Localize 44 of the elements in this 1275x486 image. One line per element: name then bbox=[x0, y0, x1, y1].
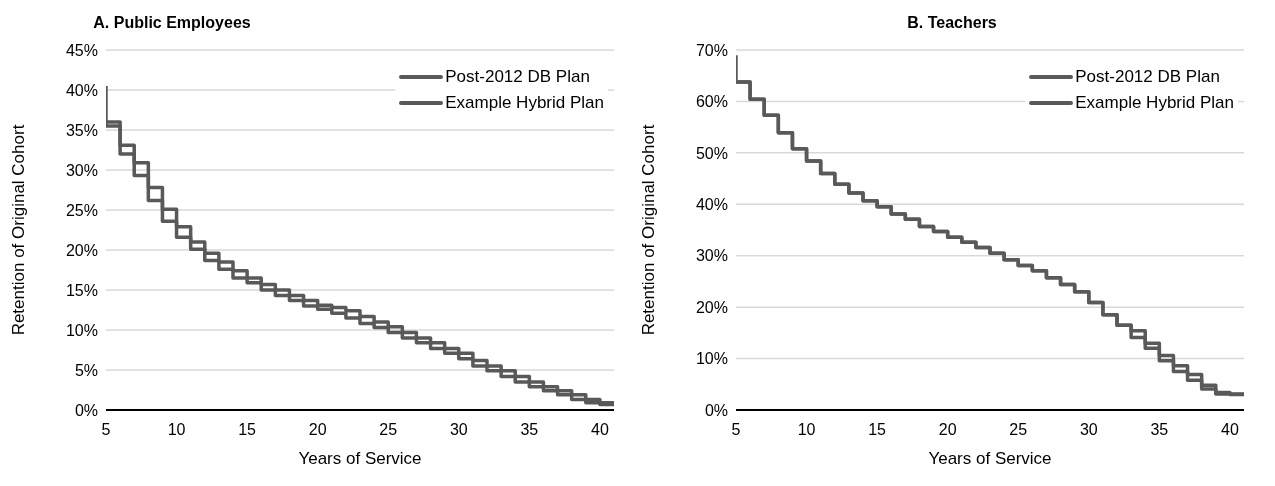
y-tick-label: 35% bbox=[65, 121, 98, 139]
x-tick-label: 25 bbox=[379, 421, 398, 439]
y-tick-label: 15% bbox=[65, 281, 98, 299]
x-tick-label: 10 bbox=[167, 421, 186, 439]
x-tick-label: 5 bbox=[731, 421, 741, 439]
y-tick-label: 30% bbox=[65, 161, 98, 179]
y-tick-label: 40% bbox=[65, 81, 98, 99]
x-tick-label: 30 bbox=[1079, 421, 1098, 439]
y-tick-label: 5% bbox=[74, 361, 98, 379]
legend-label: Post-2012 DB Plan bbox=[1075, 66, 1220, 88]
x-tick-label: 10 bbox=[797, 421, 816, 439]
y-tick-label: 25% bbox=[65, 201, 98, 219]
legend-label: Example Hybrid Plan bbox=[1075, 92, 1234, 114]
x-tick-label: 25 bbox=[1009, 421, 1028, 439]
x-tick-label: 35 bbox=[520, 421, 539, 439]
legend-label: Post-2012 DB Plan bbox=[445, 66, 590, 88]
y-tick-label: 20% bbox=[65, 241, 98, 259]
y-axis-title: Retention of Original Cohort bbox=[9, 124, 29, 336]
x-tick-label: 20 bbox=[938, 421, 957, 439]
x-tick-label: 15 bbox=[238, 421, 257, 439]
y-axis-title: Retention of Original Cohort bbox=[639, 124, 659, 336]
y-tick-label: 0% bbox=[74, 401, 98, 419]
y-tick-label: 60% bbox=[695, 93, 728, 111]
x-tick-label: 40 bbox=[1220, 421, 1239, 439]
y-tick-label: 0% bbox=[704, 401, 728, 419]
x-axis-title: Years of Service bbox=[928, 449, 1052, 468]
y-tick-label: 10% bbox=[695, 350, 728, 368]
x-tick-label: 20 bbox=[308, 421, 327, 439]
x-tick-label: 35 bbox=[1150, 421, 1169, 439]
y-tick-label: 30% bbox=[695, 247, 728, 265]
x-tick-label: 5 bbox=[101, 421, 111, 439]
y-tick-label: 50% bbox=[695, 144, 728, 162]
x-axis-title: Years of Service bbox=[298, 449, 422, 468]
y-tick-label: 10% bbox=[65, 321, 98, 339]
chart-title: A. Public Employees bbox=[92, 13, 252, 33]
y-tick-label: 20% bbox=[695, 298, 728, 316]
y-tick-label: 40% bbox=[695, 195, 728, 213]
y-tick-label: 45% bbox=[65, 41, 98, 59]
x-tick-label: 40 bbox=[590, 421, 609, 439]
legend-label: Example Hybrid Plan bbox=[445, 92, 604, 114]
chart-title: B. Teachers bbox=[906, 13, 998, 33]
x-tick-label: 15 bbox=[868, 421, 887, 439]
x-tick-label: 30 bbox=[449, 421, 468, 439]
y-tick-label: 70% bbox=[695, 41, 728, 59]
